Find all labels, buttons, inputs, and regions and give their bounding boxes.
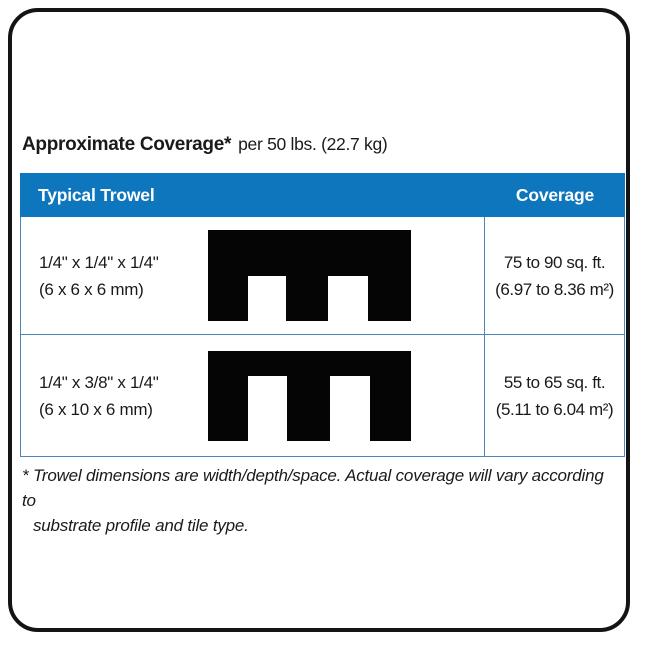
coverage-table: Typical Trowel Coverage 1/4" x 1/4" x 1/…	[20, 173, 625, 457]
column-header-coverage: Coverage	[515, 184, 595, 205]
trowel-size-inches: 1/4" x 1/4" x 1/4"	[39, 252, 159, 272]
footnote: * Trowel dimensions are width/depth/spac…	[22, 463, 614, 538]
section-subtitle: per 50 lbs. (22.7 kg)	[238, 134, 388, 154]
column-header-typical-trowel: Typical Trowel	[38, 184, 155, 205]
trowel-size-mm: (6 x 6 x 6 mm)	[39, 279, 144, 299]
trowel-size-inches: 1/4" x 3/8" x 1/4"	[39, 372, 159, 392]
coverage-sqft: 55 to 65 sq. ft.	[503, 372, 606, 392]
trowel-cell: 1/4" x 3/8" x 1/4" (6 x 10 x 6 mm)	[21, 335, 485, 456]
section-title-row: Approximate Coverage* per 50 lbs. (22.7 …	[22, 134, 388, 156]
coverage-cell: 55 to 65 sq. ft. (5.11 to 6.04 m²)	[485, 335, 624, 456]
coverage-m2: (5.11 to 6.04 m²)	[495, 399, 614, 419]
table-header-row: Typical Trowel Coverage	[20, 173, 625, 217]
trowel-dimensions: 1/4" x 1/4" x 1/4" (6 x 6 x 6 mm)	[21, 249, 208, 303]
deep-notch-trowel-profile-icon	[208, 350, 411, 441]
footnote-line: substrate profile and tile type.	[33, 516, 249, 535]
coverage-m2: (6.97 to 8.36 m²)	[495, 279, 614, 299]
section-title: Approximate Coverage*	[22, 134, 232, 155]
trowel-size-mm: (6 x 10 x 6 mm)	[39, 399, 153, 419]
footnote-line: * Trowel dimensions are width/depth/spac…	[22, 466, 604, 510]
coverage-sqft: 75 to 90 sq. ft.	[503, 252, 606, 272]
trowel-cell: 1/4" x 1/4" x 1/4" (6 x 6 x 6 mm)	[21, 217, 485, 334]
coverage-card: Approximate Coverage* per 50 lbs. (22.7 …	[8, 8, 630, 632]
coverage-cell: 75 to 90 sq. ft. (6.97 to 8.36 m²)	[485, 217, 624, 334]
trowel-dimensions: 1/4" x 3/8" x 1/4" (6 x 10 x 6 mm)	[21, 369, 208, 423]
table-row: 1/4" x 3/8" x 1/4" (6 x 10 x 6 mm) 55 to…	[20, 335, 625, 457]
square-notch-trowel-profile-icon	[208, 230, 411, 321]
table-row: 1/4" x 1/4" x 1/4" (6 x 6 x 6 mm) 75 to …	[20, 217, 625, 335]
